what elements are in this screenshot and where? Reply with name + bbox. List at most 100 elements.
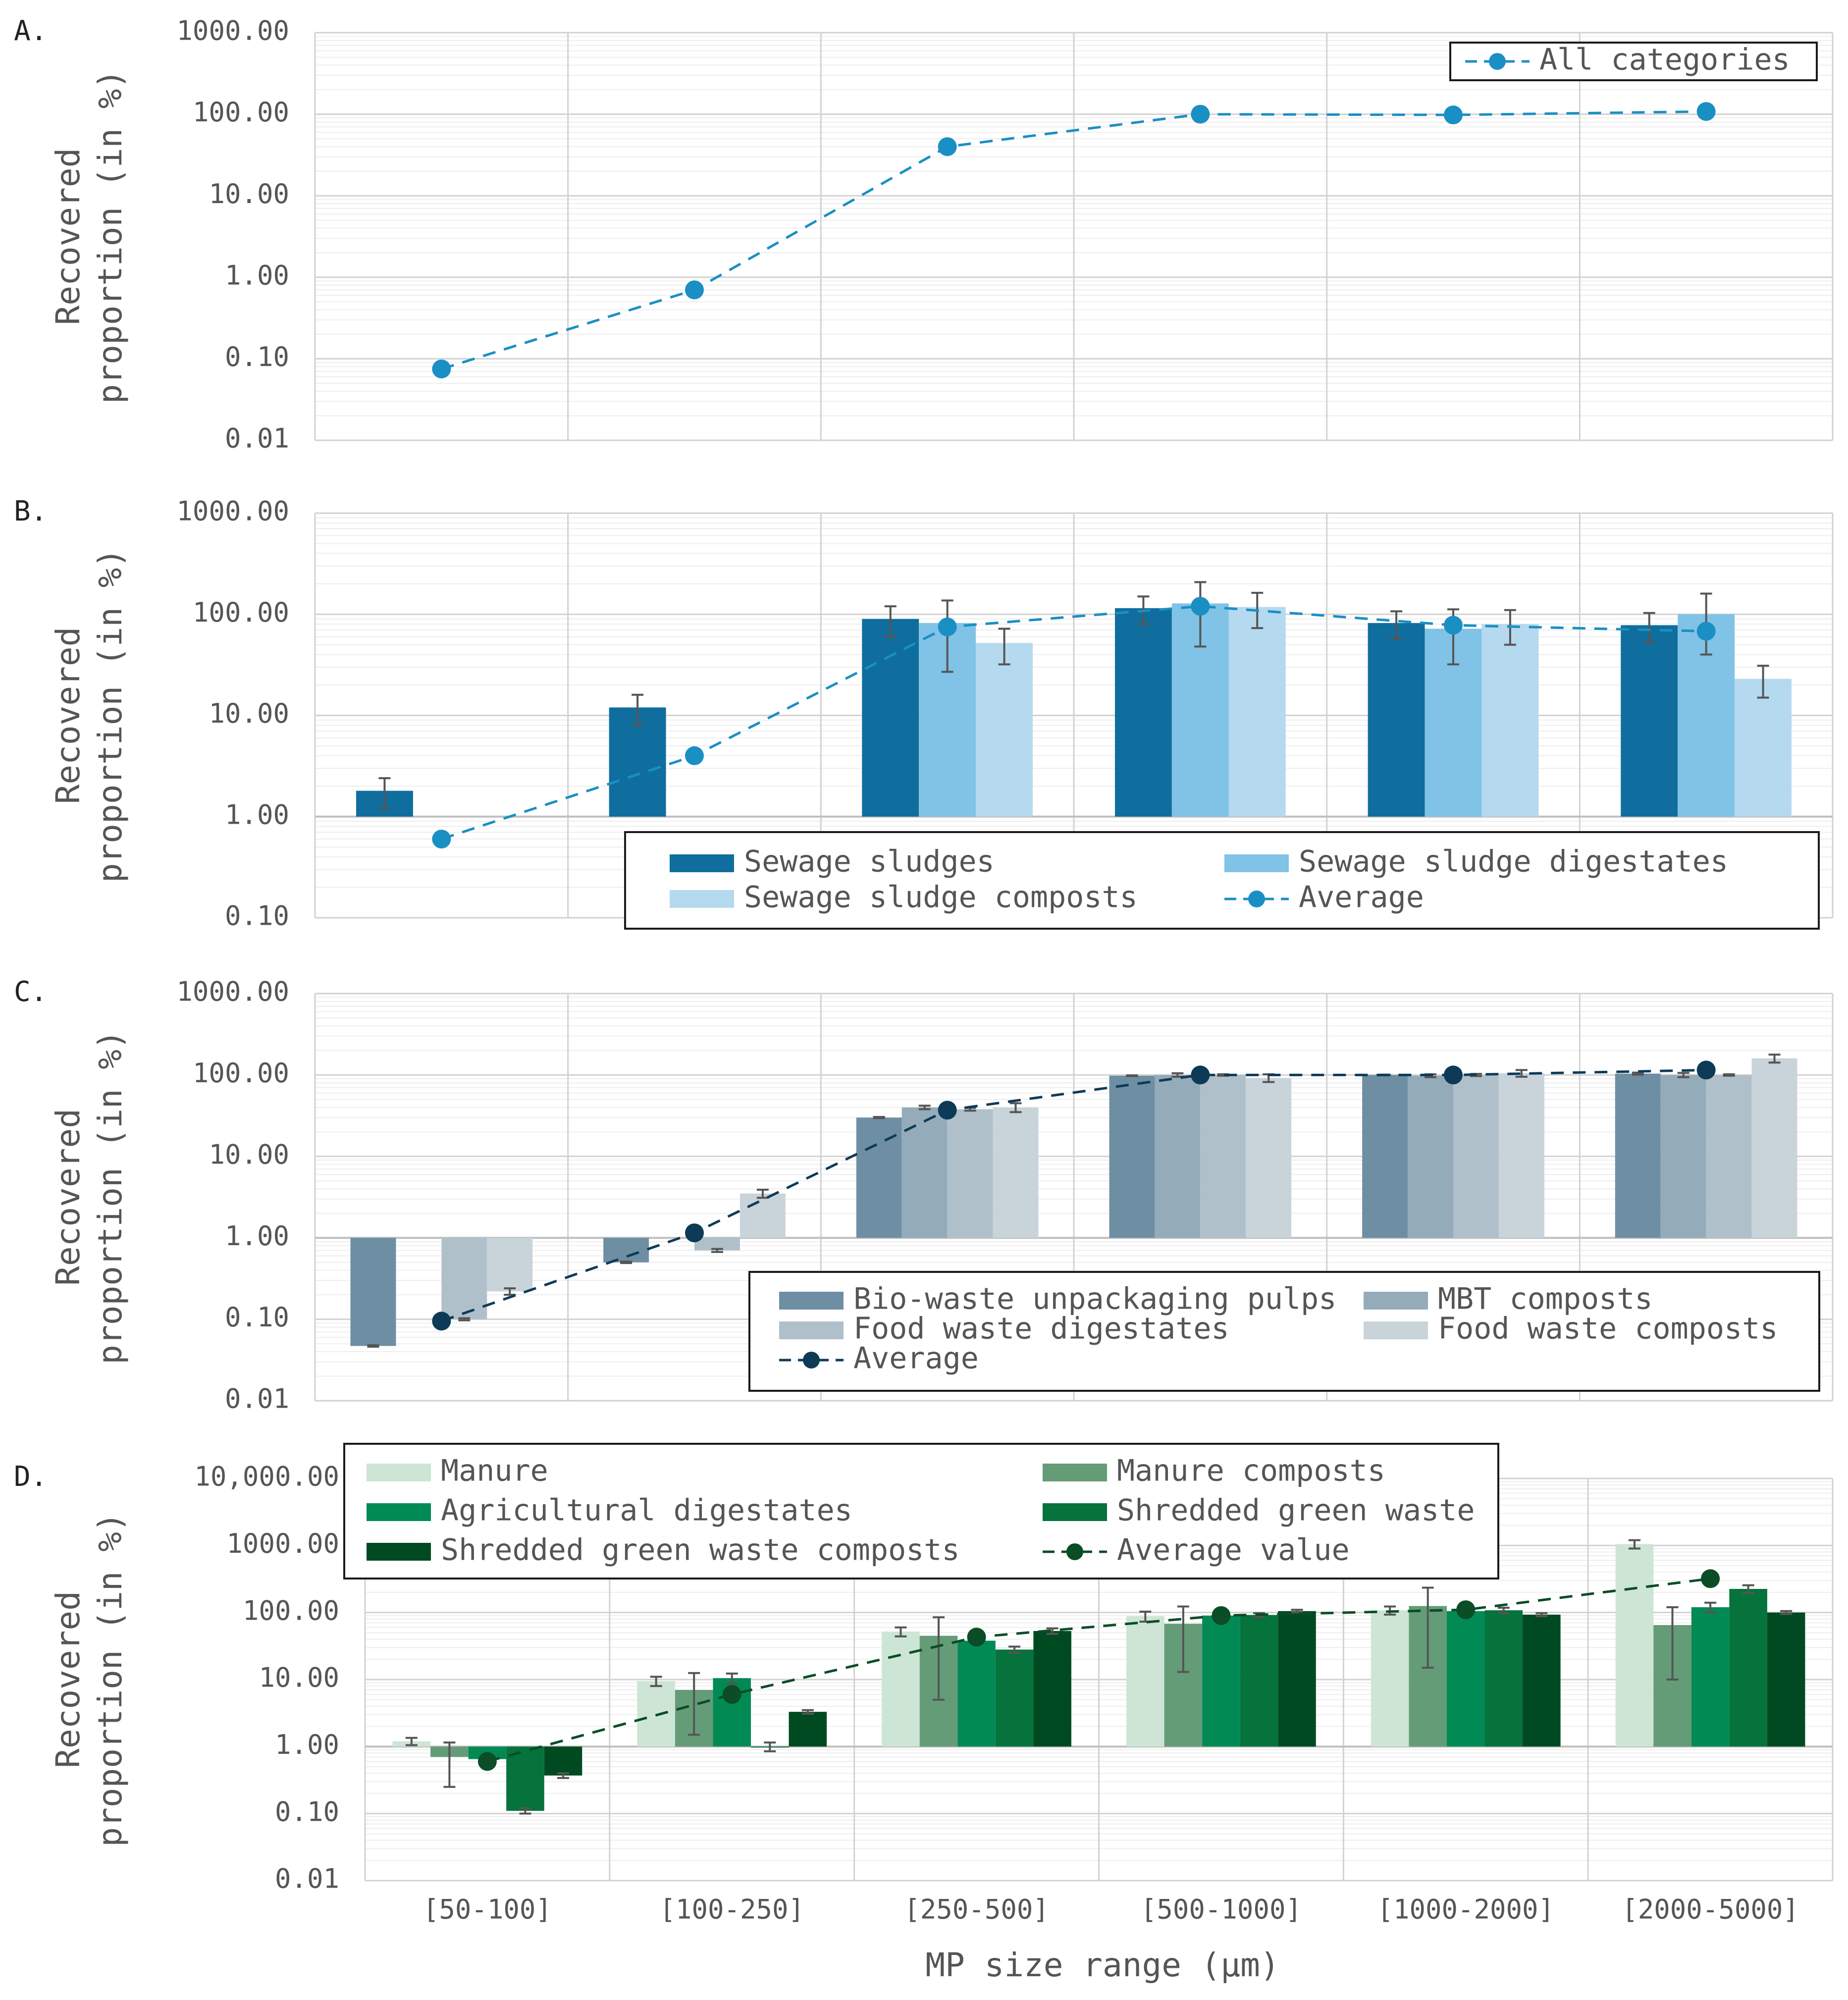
y-tick-label: 10.00 <box>209 1139 289 1170</box>
legend-item-agricultural-digestates: Agricultural digestates <box>367 1493 852 1528</box>
legend-label: MBT composts <box>1438 1282 1652 1316</box>
legend: Manure Agricultural digestates Shredded gr… <box>343 1443 1499 1579</box>
legend-label: Shredded green waste composts <box>441 1533 960 1568</box>
legend-label: Shredded green waste <box>1117 1493 1475 1528</box>
bar <box>1114 608 1172 817</box>
series-bio-waste-unpackaging-pulps <box>350 1071 1661 1348</box>
y-axis-title-line-2: proportion (in %) <box>91 1512 129 1847</box>
bar <box>1691 1607 1730 1747</box>
legend-label: Average <box>1299 880 1424 915</box>
legend-swatch <box>367 1464 431 1481</box>
line-path <box>441 110 1706 370</box>
legend-marker-swatch <box>1248 891 1265 907</box>
line-point <box>1456 1600 1476 1620</box>
line-point <box>432 830 451 849</box>
y-tick-label: 0.10 <box>225 341 289 372</box>
legend-item-manure-composts: Manure composts <box>1043 1454 1385 1488</box>
bar <box>637 1681 675 1747</box>
legend-swatch <box>779 1321 844 1339</box>
legend-swatch <box>670 854 734 872</box>
bar <box>901 1107 948 1238</box>
y-tick-label: 0.10 <box>225 900 289 932</box>
line-path <box>487 1577 1711 1763</box>
legend-label: Food waste digestates <box>853 1312 1229 1346</box>
bar <box>1109 1075 1155 1238</box>
legend-label: Manure <box>441 1454 548 1488</box>
legend-item-sewage-sludges: Sewage sludges <box>670 844 995 879</box>
y-axis-title-line-1: Recovered <box>49 627 87 804</box>
legend-marker-swatch <box>803 1352 820 1368</box>
bar <box>1615 1073 1661 1238</box>
y-tick-label: 10.00 <box>209 178 289 210</box>
line-point <box>685 1223 704 1243</box>
bar <box>1453 1075 1499 1238</box>
legend-swatch <box>367 1543 431 1561</box>
line-path <box>441 1068 1706 1322</box>
series-sewage-sludges <box>356 595 1678 817</box>
line-point <box>432 359 451 378</box>
legend-item-shredded-green-waste: Shredded green waste <box>1043 1493 1475 1528</box>
bar <box>1155 1075 1201 1238</box>
bar <box>862 619 919 817</box>
line-point <box>938 617 957 636</box>
bar <box>1729 1589 1767 1747</box>
bar <box>947 1109 993 1238</box>
y-tick-label: 1.00 <box>275 1729 339 1760</box>
y-axis-title-line-2: proportion (in %) <box>91 548 129 883</box>
bar <box>1126 1616 1164 1747</box>
legend-item-average: Average <box>1224 880 1424 915</box>
y-tick-label: 100.00 <box>243 1595 339 1626</box>
bar <box>1751 1058 1797 1238</box>
y-tick-label: 10.00 <box>259 1662 339 1693</box>
y-tick-label: 0.10 <box>275 1796 339 1827</box>
legend-label: Manure composts <box>1117 1454 1385 1488</box>
bar <box>1484 1610 1523 1747</box>
bar <box>1362 1075 1408 1238</box>
series-food-waste-digestates <box>441 1073 1752 1321</box>
bar <box>1200 1075 1246 1238</box>
bar <box>1735 679 1792 817</box>
series-sewage-sludge-digestates <box>919 581 1735 817</box>
panel-letter: C. <box>14 976 47 1008</box>
series-food-waste-composts <box>487 1053 1797 1296</box>
bar <box>1246 1078 1292 1238</box>
bar <box>995 1649 1034 1747</box>
line-point <box>1444 616 1463 635</box>
line-point <box>938 1101 957 1120</box>
legend-swatch <box>367 1503 431 1521</box>
y-tick-label: 1000.00 <box>176 15 289 47</box>
y-tick-label: 10.00 <box>209 698 289 729</box>
y-axis-title-line-1: Recovered <box>49 1591 87 1768</box>
bar <box>1033 1631 1071 1747</box>
line-point <box>1212 1606 1231 1625</box>
legend-swatch <box>1364 1292 1428 1310</box>
legend-item-average: Average <box>779 1341 979 1376</box>
y-tick-label: 1.00 <box>225 260 289 291</box>
legend-item-bio-waste-unpackaging-pulps: Bio-waste unpackaging pulps <box>779 1282 1336 1316</box>
legend-swatch <box>1043 1503 1107 1521</box>
bar <box>1660 1075 1706 1238</box>
x-tick-label: [1000-2000] <box>1377 1894 1554 1925</box>
panel-b: B. 0.10 1.00 10.00 100.00 1000.00 Recovered pro… <box>14 495 1834 932</box>
legend-label: Average <box>853 1341 979 1376</box>
legend-swatch <box>1364 1321 1428 1339</box>
panel-letter: B. <box>14 495 47 527</box>
legend-label: All categories <box>1539 43 1790 77</box>
line-average <box>432 597 1716 849</box>
line-point <box>1191 1065 1210 1085</box>
bar <box>1408 1075 1453 1238</box>
y-axis-title-line-2: proportion (in %) <box>91 1030 129 1365</box>
bar <box>1523 1614 1561 1747</box>
bar <box>739 1193 786 1238</box>
line-point <box>685 746 704 765</box>
series-manure <box>392 1539 1654 1747</box>
x-tick-label: [2000-5000] <box>1622 1894 1799 1925</box>
bar <box>1202 1615 1240 1747</box>
legend-label: Sewage sludges <box>744 844 995 879</box>
series-shredded-green-waste-composts <box>544 1609 1805 1779</box>
x-tick-label: [50-100] <box>423 1894 552 1925</box>
legend-frame <box>748 1271 1820 1392</box>
y-tick-label: 1.00 <box>225 1220 289 1252</box>
